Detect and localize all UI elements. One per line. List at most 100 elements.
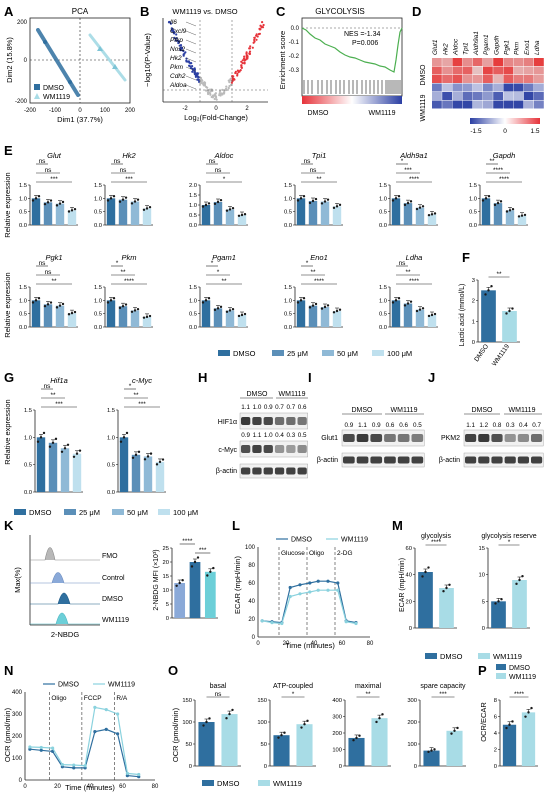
bar-ytick-label: 5 [482,599,485,605]
bar-point [202,724,205,727]
blot-quant-value: 0.8 [493,422,502,429]
legend-swatch-wm [496,673,506,679]
legend-dmso: DMSO [440,652,463,661]
heatmap-cell [483,83,493,92]
bar-point [130,202,134,205]
bar-point [332,311,336,314]
volcano-xtick: -2 [182,106,188,112]
injection-label: Oligo [51,695,67,702]
heatmap-cell [442,100,452,109]
volcano-dot [232,75,235,78]
bar-point [430,313,434,317]
bar-point [55,306,59,309]
line-ytick-label: 0 [252,635,256,641]
volcano-dot [191,65,194,68]
bar-ytick-label: 0.0 [24,490,32,496]
bar-point [521,574,524,578]
bar [221,714,238,766]
legend-50: 50 μM [127,508,148,517]
legend-dmso: DMSO [29,508,52,517]
bar-point [204,299,208,302]
bar-ytick-label: 0.5 [94,312,102,318]
bar-ytick-label: 200 [407,720,417,726]
line-point [137,775,141,779]
bar-point [54,437,58,441]
bar [521,712,536,766]
bar-point [453,729,456,732]
bar-point [216,200,220,204]
bar-point [207,297,211,300]
volcano-gene-leader [185,39,197,45]
blot-band [465,456,477,464]
volcano-dot [215,98,218,101]
bar [31,300,41,327]
bar [439,588,454,628]
bar-ytick-label: 1.5 [469,183,477,189]
volcano-dot [200,80,203,84]
bar [502,311,517,342]
injection-label: R/A [116,695,128,702]
blot-quant-value: 0.5 [413,422,422,429]
bar-point [66,443,70,446]
bar-point [122,436,126,439]
line-point [298,592,302,596]
bar-point [484,197,488,200]
blot-j-quant: 1.1 1.2 0.8 0.3 0.4 0.7 [466,422,541,429]
blot-band [531,434,543,442]
bar-ytick-label: 5 [166,602,169,608]
bar-ytick-label: 0.0 [19,223,27,229]
bar-ytick-label: 1.5 [107,408,115,414]
heatmap-gene-label: Pgk1 [504,40,511,55]
volcano-dot [241,62,244,65]
bar [332,311,342,327]
blot-j-group-dmso: DMSO [472,407,494,414]
bar-chart-F-main: 0 1 2 3 ** DMSO WM1119 [472,271,520,368]
pca-ytick: 200 [17,20,28,26]
line-point [326,588,330,592]
heatmap-gene-label: Aldh9a1 [473,31,480,56]
bar-chart-O-maximal: 0 100 200 300 400 maximal** [332,683,391,770]
bar-point [134,453,138,457]
bar-chart-G-c-myc: 0.00.51.01.5c-Myc****** [107,376,166,496]
bar-point [231,708,234,712]
bar-point [326,304,330,307]
blot-band [370,434,383,442]
bar [106,300,116,327]
line-series [29,728,139,778]
heatmap-cell [442,58,452,66]
heatmap-cell [534,83,544,92]
bar-point [201,205,205,208]
bar-chart-title: c-Myc [132,376,152,385]
gsea-nes: NES =-1.34 [344,31,380,38]
bar-point [243,213,247,216]
bar-point [427,314,431,318]
bar-ytick-label: 0.5 [379,210,387,216]
bar-point [112,195,116,198]
gsea-xlabel-dmso: DMSO [308,110,330,117]
bar-chart-P-main: 0 2 4 6 8 **** [494,691,538,770]
bar-point [421,307,425,310]
sig-label: * [129,383,132,390]
volcano-dot [182,49,185,53]
panel-j-blot: DMSO WM1119 1.1 1.2 0.8 0.3 0.4 0.7 PKM2 β-ac… [439,407,544,468]
bar-ytick-label: 0.5 [94,210,102,216]
bar-chart-title: Tpi1 [312,151,327,160]
bar [55,305,65,327]
panel-i-blot: DMSO WM1119 0.9 1.1 0.9 0.6 0.6 0.5 Glut1 β-a… [317,407,425,468]
volcano-dot [189,62,192,65]
heatmap-cell [462,66,473,75]
bar-point [73,207,77,211]
volcano-dot [223,91,226,94]
heatmap-cell [442,92,452,100]
blot-quant-value: 1.1 [466,422,475,429]
volcano-dot [175,37,178,40]
sig-label: *** [125,176,133,183]
volcano-dot [248,52,251,56]
panel-letter-C: C [276,4,286,19]
sig-label: *** [404,167,412,174]
bar-ytick-label: 8 [494,698,497,704]
bar-chart-title: Glut [47,151,62,160]
bar-ytick-label: 10 [163,588,169,594]
bar-point [283,731,286,734]
sig-label: * [211,260,214,267]
